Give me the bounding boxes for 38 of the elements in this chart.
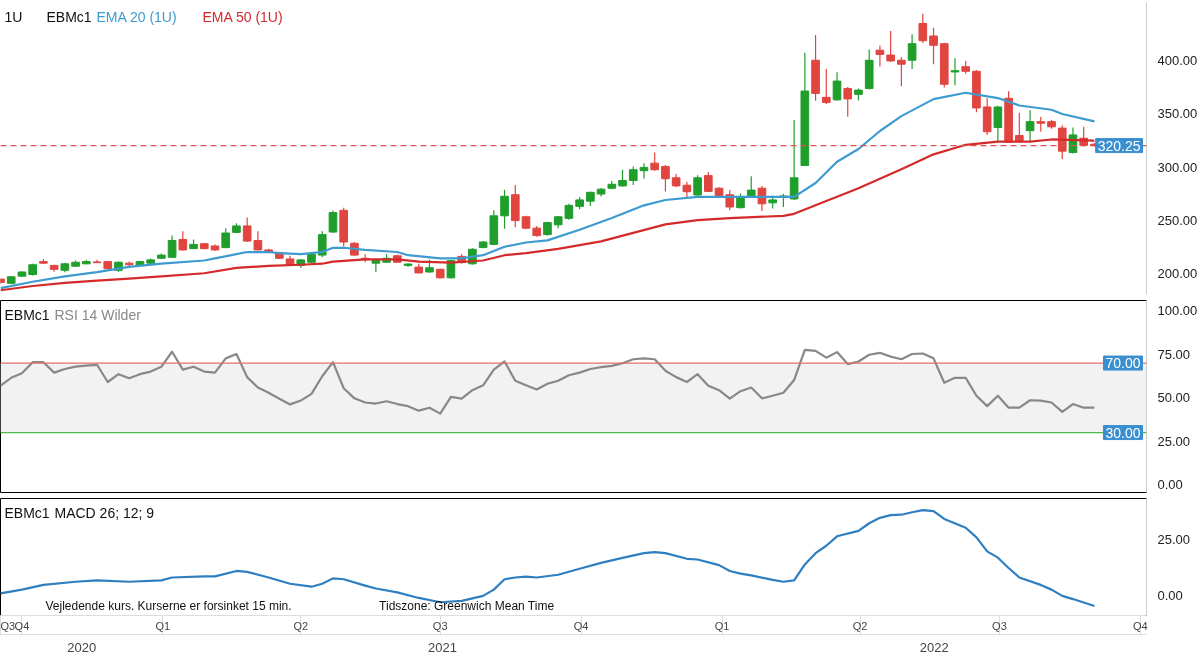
x-tick-label: Q3 (0, 619, 16, 632)
annotation: Tidszone: Greenwich Mean Time (379, 598, 555, 613)
y-tick-label: 50.00 (1157, 390, 1191, 406)
ref-line-label: 30.00 (1105, 424, 1141, 441)
x-tick-label: Q1 (155, 619, 171, 632)
y-tick-label: 25.00 (1157, 531, 1191, 547)
chart-title: EBMc1 (4, 306, 50, 323)
y-tick-label: 200.00 (1157, 265, 1198, 281)
y-tick-label: 250.00 (1157, 212, 1198, 228)
text: RSI 14 Wilder (54, 306, 142, 323)
x-tick-label: Q3 (432, 619, 448, 632)
y-tick-label: 350.00 (1157, 106, 1198, 122)
text: 2021 (428, 639, 457, 655)
y-tick-label: 75.00 (1157, 346, 1191, 362)
text: 2020 (67, 639, 97, 655)
ref-line-label: 70.00 (1105, 355, 1141, 372)
text: 2022 (919, 639, 949, 655)
y-tick-label: 0.00 (1157, 477, 1183, 493)
text: EMA 50 (1U) (202, 8, 283, 25)
x-tick-label: Q2 (293, 619, 309, 632)
chart-title: EBMc1 (4, 504, 50, 521)
x-tick-label: Q3 (992, 619, 1007, 632)
y-tick-label: 25.00 (1157, 433, 1191, 449)
x-tick-label: Q4 (573, 619, 589, 632)
chart-subtitle: MACD 26; 12; 9 (54, 504, 155, 521)
y-tick-label: 0.00 (1157, 587, 1183, 603)
y-tick-label: 100.00 (1157, 303, 1198, 319)
text: EMA 20 (1U) (96, 8, 177, 25)
x-tick-label: Q2 (852, 619, 868, 632)
x-tick-label: Q4 (1133, 619, 1148, 632)
y-tick-label: 300.00 (1157, 159, 1198, 175)
ref-line-label: 320.25 (1097, 137, 1141, 154)
chart-title: EBMc1 (46, 8, 92, 25)
x-tick-label: Q4 (14, 619, 30, 632)
y-tick-label: 400.00 (1157, 53, 1198, 69)
x-tick-label: Q1 (714, 619, 730, 632)
annotation: 1U (4, 8, 23, 25)
annotation: Vejledende kurs. Kurserne er forsinket 15 min. (45, 598, 292, 613)
